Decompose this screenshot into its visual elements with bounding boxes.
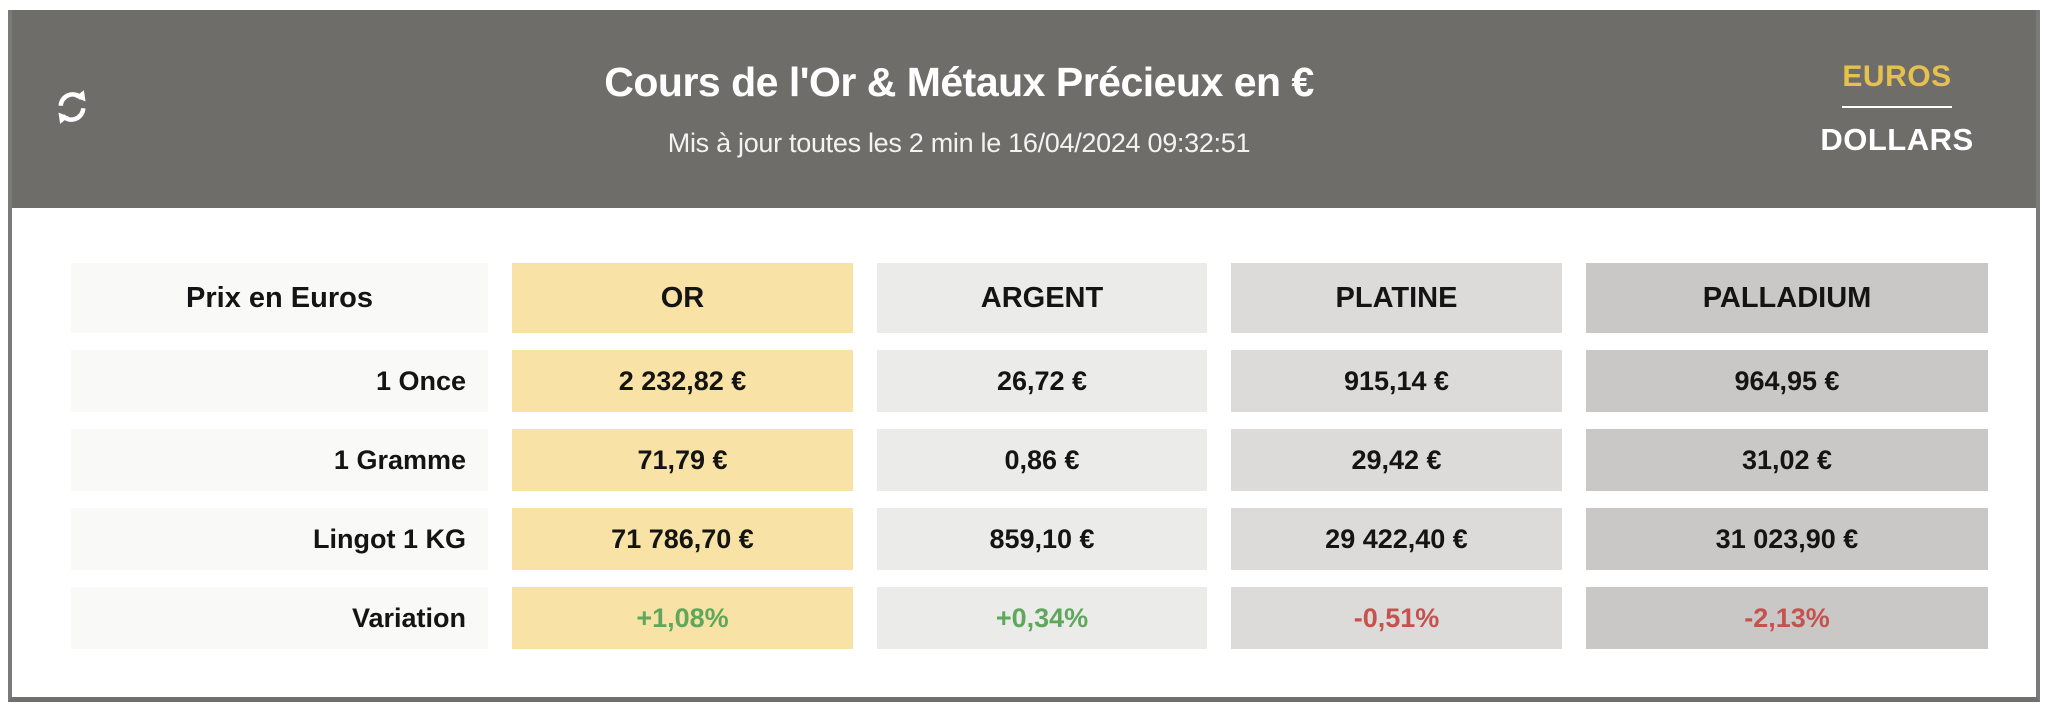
price-argent-once: 26,72 €: [877, 350, 1207, 412]
row-label-once: 1 Once: [71, 350, 488, 412]
price-palladium-lingot: 31 023,90 €: [1586, 508, 1988, 570]
price-platine-gramme: 29,42 €: [1231, 429, 1562, 491]
price-platine-lingot: 29 422,40 €: [1231, 508, 1562, 570]
row-label-gramme: 1 Gramme: [71, 429, 488, 491]
price-palladium-once: 964,95 €: [1586, 350, 1988, 412]
page-title: Cours de l'Or & Métaux Précieux en €: [604, 59, 1314, 105]
currency-divider: [1842, 106, 1952, 108]
refresh-button[interactable]: [12, 87, 132, 132]
currency-toggle: EUROS DOLLARS: [1786, 60, 2036, 158]
column-header-palladium: PALLADIUM: [1586, 263, 1988, 333]
header-bar: Cours de l'Or & Métaux Précieux en € Mis…: [12, 10, 2036, 208]
row-label-variation: Variation: [71, 587, 488, 649]
price-widget-card: Cours de l'Or & Métaux Précieux en € Mis…: [8, 10, 2040, 702]
price-or-once: 2 232,82 €: [512, 350, 853, 412]
row-label-lingot: Lingot 1 KG: [71, 508, 488, 570]
column-header-platine: PLATINE: [1231, 263, 1562, 333]
refresh-icon: [52, 87, 92, 132]
column-header-or: OR: [512, 263, 853, 333]
variation-palladium: -2,13%: [1586, 587, 1988, 649]
variation-argent: +0,34%: [877, 587, 1207, 649]
price-platine-once: 915,14 €: [1231, 350, 1562, 412]
header-titles: Cours de l'Or & Métaux Précieux en € Mis…: [132, 59, 1786, 159]
update-status-text: Mis à jour toutes les 2 min le 16/04/202…: [667, 128, 1251, 158]
price-or-gramme: 71,79 €: [512, 429, 853, 491]
column-header-argent: ARGENT: [877, 263, 1207, 333]
price-or-lingot: 71 786,70 €: [512, 508, 853, 570]
table-corner-label: Prix en Euros: [71, 263, 488, 333]
currency-option-euros[interactable]: EUROS: [1842, 60, 1952, 93]
price-palladium-gramme: 31,02 €: [1586, 429, 1988, 491]
currency-option-dollars[interactable]: DOLLARS: [1820, 122, 1974, 157]
price-argent-lingot: 859,10 €: [877, 508, 1207, 570]
variation-platine: -0,51%: [1231, 587, 1562, 649]
price-argent-gramme: 0,86 €: [877, 429, 1207, 491]
variation-or: +1,08%: [512, 587, 853, 649]
metals-price-table: Prix en Euros OR ARGENT PLATINE PALLADIU…: [71, 263, 1992, 649]
